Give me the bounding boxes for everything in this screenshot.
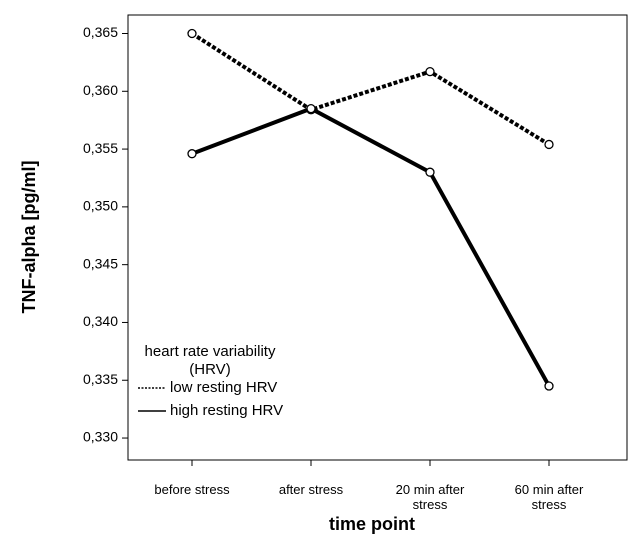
y-tick-label: 0,360 bbox=[83, 82, 118, 98]
y-tick-label: 0,330 bbox=[83, 429, 118, 445]
point-marker bbox=[187, 28, 197, 39]
series-line bbox=[191, 106, 551, 387]
y-axis-title: TNF-alpha [pg/ml] bbox=[19, 161, 39, 314]
legend-title: heart rate variability (HRV) bbox=[144, 343, 276, 378]
x-axis-title: time point bbox=[329, 514, 415, 534]
plot-frame bbox=[127, 14, 628, 461]
y-tick-label: 0,365 bbox=[83, 24, 118, 40]
point-marker bbox=[544, 139, 554, 150]
y-tick-label: 0,350 bbox=[83, 198, 118, 214]
x-tick-label: 60 min after stress bbox=[514, 482, 584, 512]
point-marker bbox=[425, 66, 435, 77]
x-tick-label: before stress bbox=[154, 482, 230, 497]
legend-label: low resting HRV bbox=[170, 379, 277, 396]
point-marker bbox=[187, 149, 197, 159]
y-tick-label: 0,340 bbox=[83, 313, 118, 329]
series-line bbox=[190, 31, 551, 147]
x-tick-label: 20 min after stress bbox=[395, 482, 465, 512]
y-tick-label: 0,335 bbox=[83, 371, 118, 387]
x-tick-label: after stress bbox=[278, 482, 344, 497]
legend-label: high resting HRV bbox=[170, 402, 283, 419]
point-marker bbox=[544, 381, 554, 391]
point-marker bbox=[306, 103, 316, 114]
y-tick-label: 0,355 bbox=[83, 140, 118, 156]
y-tick-label: 0,345 bbox=[83, 255, 118, 271]
point-marker bbox=[425, 167, 435, 177]
